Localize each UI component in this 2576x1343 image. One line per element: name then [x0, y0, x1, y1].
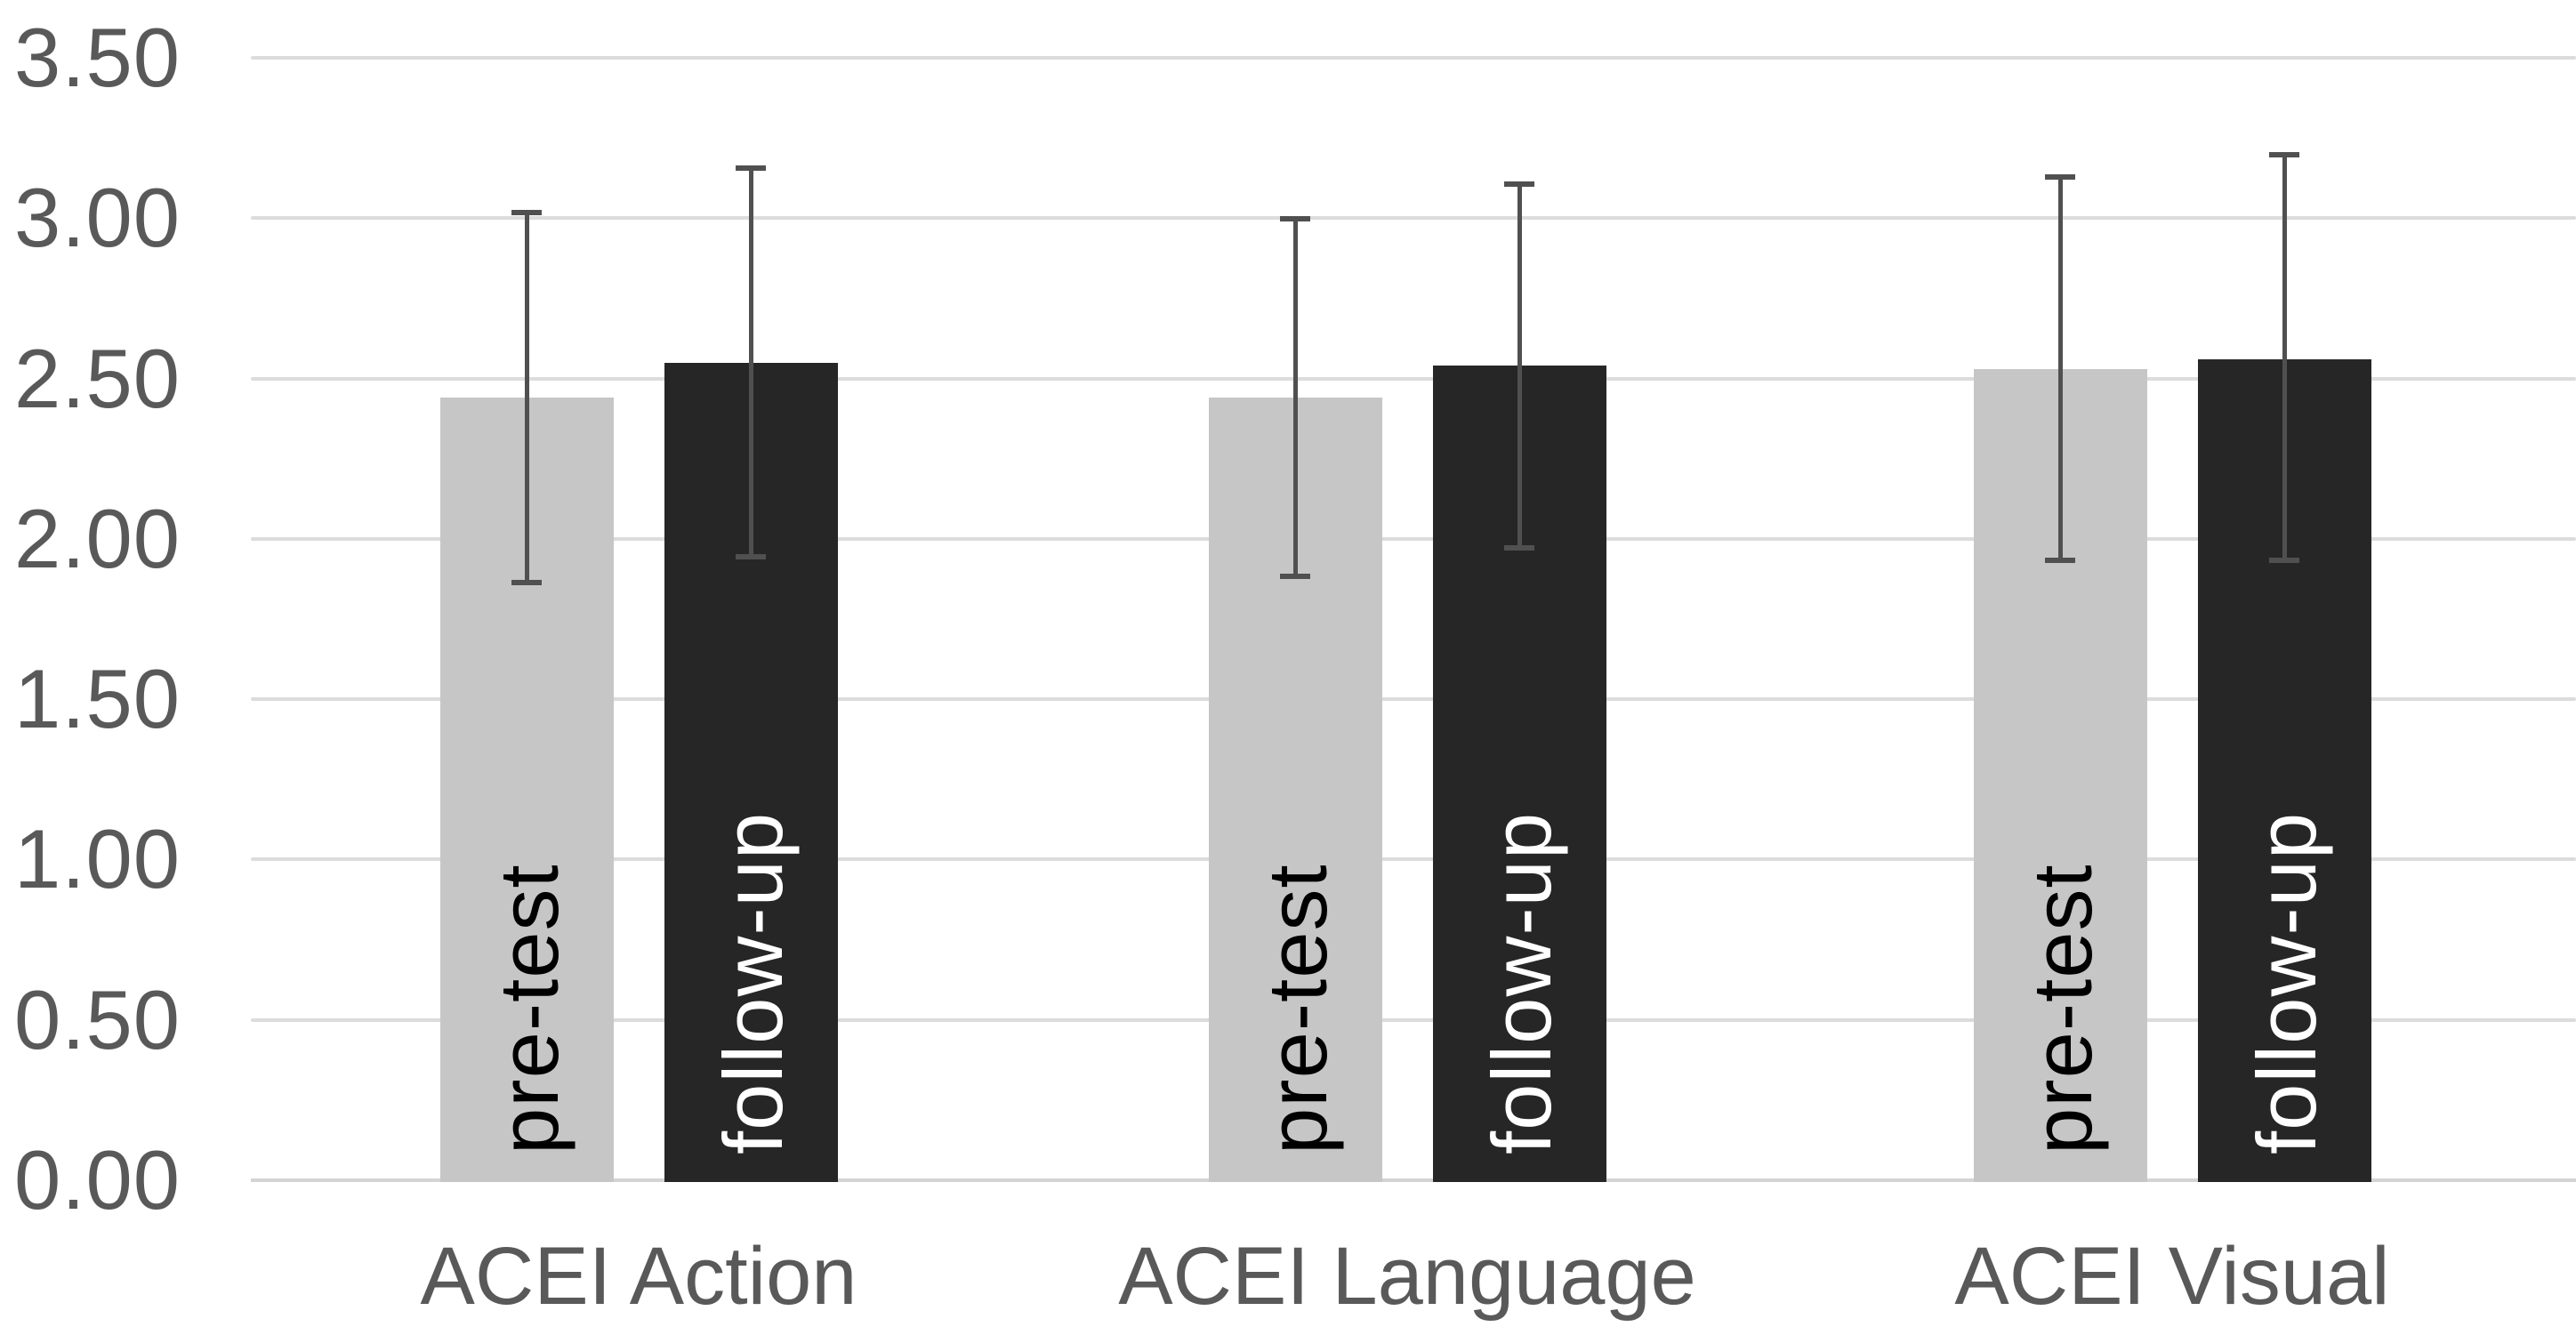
gridline: [251, 56, 2576, 60]
y-axis-tick-label: 2.50: [14, 331, 181, 425]
gridline: [251, 376, 2576, 381]
error-bar-followup-acei-visual: [2282, 154, 2287, 562]
error-cap-top-followup-acei-visual: [2269, 152, 2299, 158]
y-axis-tick-label: 0.50: [14, 972, 181, 1066]
bar-label-pretest-acei-language: pre-test: [1251, 864, 1344, 1154]
category-label-acei-visual: ACEI Visual: [1954, 1231, 2390, 1322]
error-cap-top-followup-acei-language: [1504, 181, 1534, 187]
error-cap-top-pretest-acei-language: [1280, 216, 1310, 222]
error-bar-pretest-acei-language: [1293, 218, 1298, 578]
category-label-acei-action: ACEI Action: [420, 1231, 857, 1322]
gridline: [251, 697, 2576, 702]
y-axis-tick-label: 3.00: [14, 171, 181, 265]
y-axis-tick-label: 2.00: [14, 491, 181, 585]
error-cap-bottom-pretest-acei-language: [1280, 574, 1310, 580]
error-cap-top-followup-acei-action: [736, 165, 766, 171]
bar-label-followup-acei-visual: follow-up: [2240, 811, 2333, 1154]
y-axis-tick-label: 3.50: [14, 11, 181, 104]
error-cap-top-pretest-acei-action: [511, 210, 542, 216]
y-axis-tick-label: 1.00: [14, 812, 181, 906]
error-bar-pretest-acei-visual: [2058, 176, 2063, 562]
error-bar-followup-acei-language: [1517, 182, 1522, 549]
x-axis-line: [251, 1178, 2576, 1182]
error-bar-pretest-acei-action: [525, 212, 529, 584]
bar-label-pretest-acei-visual: pre-test: [2016, 864, 2109, 1154]
gridline: [251, 1017, 2576, 1022]
gridline: [251, 536, 2576, 541]
bar-label-followup-acei-language: follow-up: [1475, 811, 1568, 1154]
y-axis-tick-label: 1.50: [14, 652, 181, 746]
gridline: [251, 857, 2576, 862]
gridline: [251, 216, 2576, 221]
category-label-acei-language: ACEI Language: [1118, 1231, 1696, 1322]
error-cap-bottom-followup-acei-language: [1504, 544, 1534, 551]
error-cap-bottom-pretest-acei-visual: [2045, 558, 2075, 564]
y-axis-tick-label: 0.00: [14, 1133, 181, 1226]
error-cap-bottom-followup-acei-visual: [2269, 558, 2299, 564]
error-cap-bottom-followup-acei-action: [736, 554, 766, 560]
bar-label-followup-acei-action: follow-up: [706, 811, 800, 1154]
error-cap-bottom-pretest-acei-action: [511, 580, 542, 586]
bar-label-pretest-acei-action: pre-test: [482, 864, 576, 1154]
error-cap-top-pretest-acei-visual: [2045, 174, 2075, 181]
error-bar-followup-acei-action: [749, 166, 753, 559]
